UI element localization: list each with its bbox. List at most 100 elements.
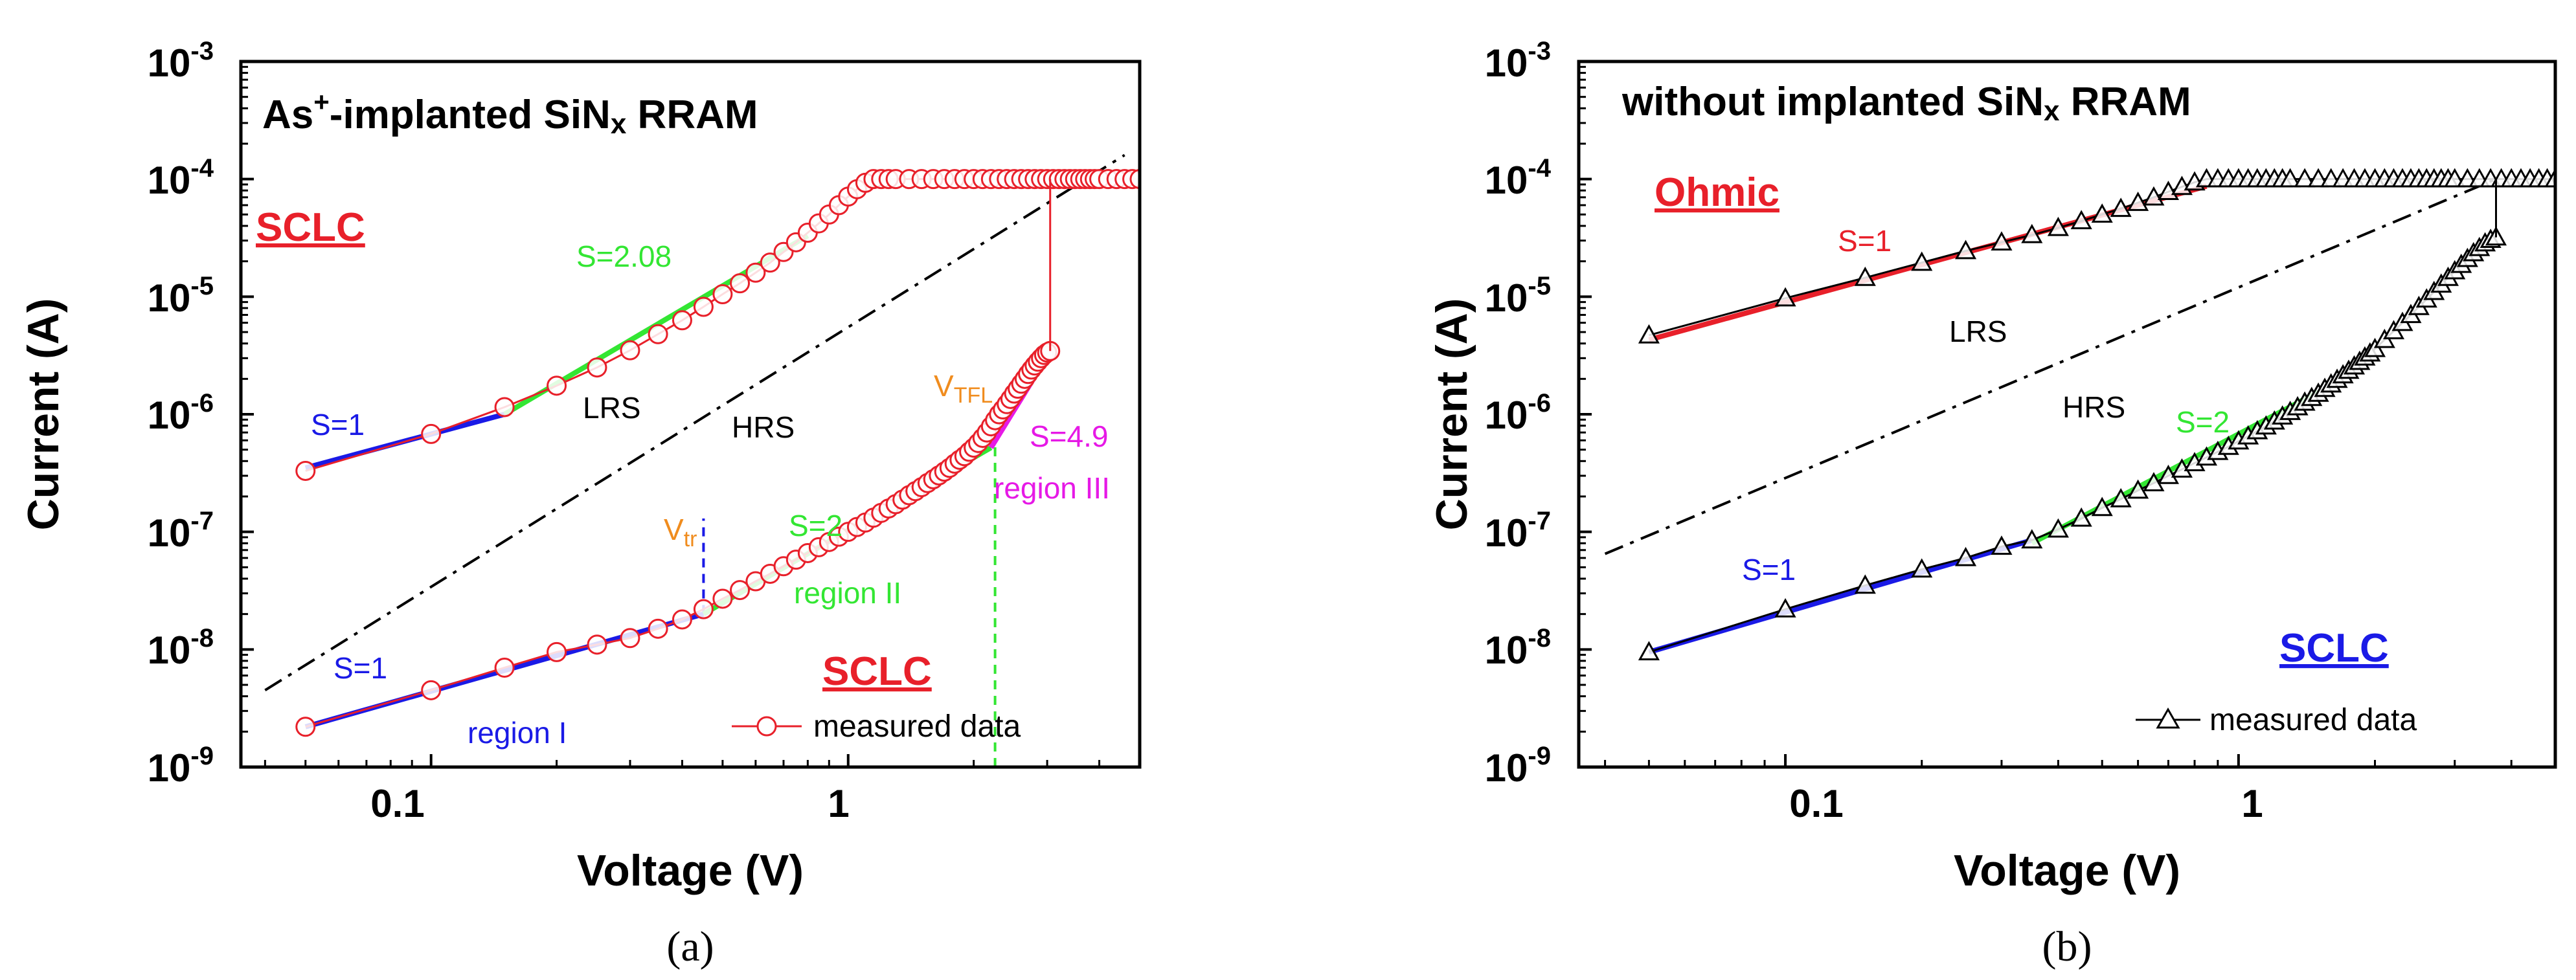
data-point: [2070, 210, 2092, 230]
y-tick-label: 10-9: [148, 742, 214, 790]
data-point: [1774, 598, 1796, 618]
y-tick-label: 10-6: [1485, 389, 1551, 437]
chart-panel-a: 10-9 10-8 10-7 10-6 10-5 10-4 10-3 0.1 1…: [19, 37, 1142, 970]
data-point: [2143, 186, 2165, 206]
plot-area-b: [1604, 168, 2555, 661]
hrs-label: HRS: [2062, 390, 2125, 424]
y-tick-label: 10-4: [148, 154, 214, 202]
data-point: [745, 262, 766, 283]
figure-caption-b: (b): [2042, 923, 2092, 970]
data-point: [2070, 507, 2092, 527]
data-point: [1911, 251, 1933, 271]
legend-marker: [756, 716, 777, 737]
plot-frame-b: [1577, 60, 2557, 769]
plot-area-a: [264, 153, 1140, 767]
data-point: [760, 252, 780, 273]
data-point: [2444, 168, 2466, 188]
data-point: [1954, 546, 1977, 566]
data-point: [648, 618, 668, 639]
slope-label-s1-bottom: S=1: [1742, 553, 1796, 586]
region2-label: region II: [794, 576, 901, 610]
data-point: [2021, 529, 2043, 549]
fit-line: [1648, 537, 2033, 655]
data-point: [2127, 479, 2149, 499]
chart-title: without implanted SiNx RRAM: [1621, 80, 2191, 127]
data-point: [2307, 168, 2329, 188]
data-point: [1954, 239, 1977, 260]
data-point: [672, 609, 692, 630]
data-point: [494, 397, 515, 418]
data-point: [1991, 231, 2013, 251]
data-point: [547, 641, 567, 662]
data-point: [648, 324, 668, 344]
data-point: [2047, 518, 2069, 538]
data-point: [693, 296, 714, 317]
data-point: [547, 375, 567, 396]
lrs-label: LRS: [1949, 315, 2007, 348]
vtfl-label: VTFL: [934, 369, 993, 408]
data-point: [2143, 472, 2165, 491]
y-tick-label: 10-9: [1485, 742, 1551, 790]
slope-label-s2: S=2: [789, 509, 842, 542]
data-point: [494, 657, 515, 678]
hrs-guide-line: [264, 153, 1125, 692]
data-point: [730, 273, 751, 294]
data-point: [712, 588, 733, 609]
data-markers-a: [295, 169, 1140, 737]
data-point: [1854, 574, 1876, 594]
legend-b: measured data: [2136, 703, 2417, 737]
data-point: [2279, 168, 2301, 188]
data-point: [1129, 169, 1140, 190]
y-tick-label: 10-3: [1485, 37, 1551, 85]
data-point: [693, 599, 714, 619]
data-point: [672, 310, 692, 331]
y-tick-label: 10-7: [1485, 507, 1551, 555]
chart-title: As+-implanted SiNx RRAM: [262, 87, 758, 140]
x-axis-label: Voltage (V): [1954, 846, 2180, 895]
y-tick-label: 10-6: [148, 389, 214, 437]
y-tick-label: 10-3: [148, 37, 214, 85]
slope-label-s2: S=2: [2176, 405, 2230, 439]
fit-lines-a: [264, 153, 1125, 767]
data-point: [1854, 266, 1876, 286]
data-point: [295, 717, 316, 737]
data-point: [2110, 197, 2132, 217]
sclc-label-top: SCLC: [256, 205, 365, 250]
legend-label: measured data: [813, 709, 1021, 744]
sclc-label-bottom: SCLC: [822, 649, 932, 694]
data-point: [1638, 641, 1660, 661]
x-tick-label: 1: [2241, 782, 2263, 825]
figure-caption-a: (a): [666, 923, 714, 970]
data-point: [730, 580, 751, 601]
data-point: [620, 628, 640, 649]
y-tick-label: 10-4: [1485, 154, 1552, 202]
y-tick-label: 10-5: [1485, 272, 1551, 320]
data-point: [587, 357, 607, 378]
legend-marker: [2156, 707, 2180, 729]
legend-label: measured data: [2209, 703, 2417, 737]
data-point: [2110, 487, 2132, 507]
data-line: [1648, 236, 2497, 653]
data-point: [620, 340, 640, 361]
data-point: [1638, 324, 1660, 344]
data-point: [1991, 535, 2013, 555]
data-point: [1774, 287, 1796, 307]
data-point: [2091, 496, 2113, 517]
x-tick-label: 0.1: [1789, 782, 1843, 825]
hrs-guide-line: [1604, 177, 2497, 555]
data-markers-b: [1638, 168, 2555, 661]
y-axis-label: Current (A): [19, 298, 68, 531]
y-axis-label: Current (A): [1427, 298, 1476, 531]
x-tick-label: 0.1: [370, 782, 424, 825]
vtr-label: Vtr: [664, 513, 697, 551]
data-point: [2047, 216, 2069, 236]
lrs-label: LRS: [583, 391, 640, 425]
data-point: [712, 284, 733, 304]
slope-label-s208: S=2.08: [576, 239, 672, 273]
data-point: [2091, 203, 2113, 223]
slope-label-s1-bottom: S=1: [333, 651, 387, 685]
x-axis-label: Voltage (V): [577, 846, 804, 895]
data-point: [421, 423, 442, 444]
y-tick-labels-b: 10-9 10-8 10-7 10-6 10-5 10-4 10-3: [1485, 37, 1552, 790]
y-tick-label: 10-7: [148, 507, 214, 555]
